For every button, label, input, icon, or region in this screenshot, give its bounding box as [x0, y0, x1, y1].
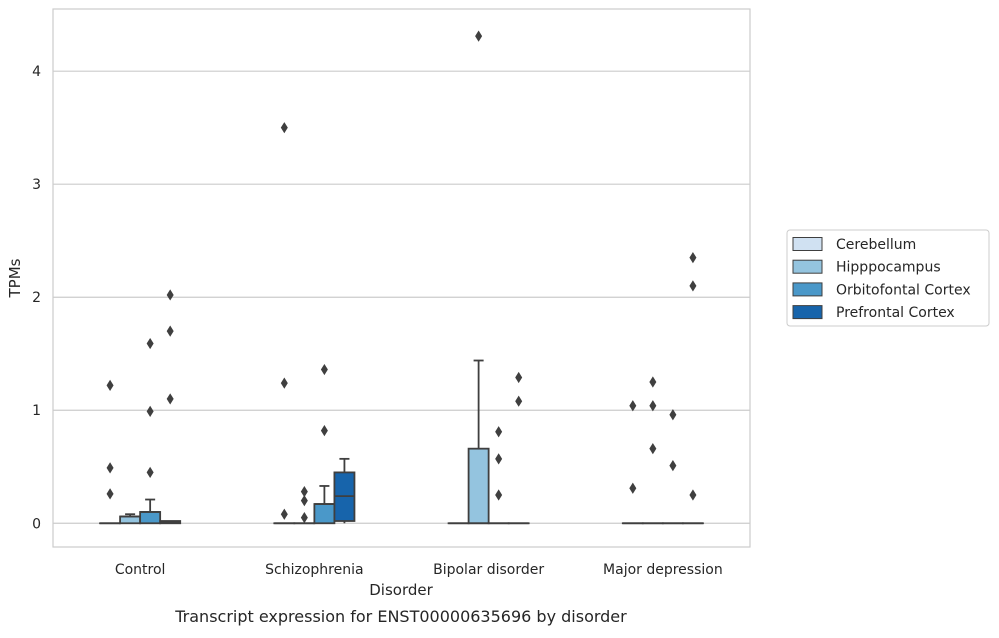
- legend: Cerebellum Hipppocampus Orbitofontal Corte…: [787, 230, 989, 326]
- outlier-point: [301, 513, 307, 523]
- y-tick-label: 1: [32, 403, 41, 419]
- box-iqr: [469, 449, 489, 524]
- legend-label: Orbitofontal Cortex: [836, 282, 971, 298]
- y-tick-label: 4: [32, 64, 41, 80]
- outlier-point: [690, 253, 696, 263]
- outlier-point: [147, 406, 153, 416]
- legend-swatch: [793, 283, 822, 296]
- outlier-point: [321, 426, 327, 436]
- x-tick-label: Major depression: [603, 562, 723, 578]
- legend-swatch: [793, 260, 822, 273]
- outlier-layer: [107, 31, 696, 523]
- outlier-point: [670, 410, 676, 420]
- outlier-point: [107, 463, 113, 473]
- outlier-point: [516, 396, 522, 406]
- outlier-point: [516, 372, 522, 382]
- outlier-point: [167, 394, 173, 404]
- outlier-point: [281, 378, 287, 388]
- y-tick-labels: 0 1 2 3 4: [32, 64, 41, 532]
- plot-frame: [53, 9, 750, 547]
- grid-layer: [53, 71, 750, 523]
- outlier-point: [107, 380, 113, 390]
- outlier-point: [107, 489, 113, 499]
- legend-label: Hipppocampus: [836, 260, 941, 276]
- legend-swatch: [793, 306, 822, 319]
- outlier-point: [475, 31, 481, 41]
- box-iqr: [120, 516, 140, 523]
- outlier-point: [630, 401, 636, 411]
- x-tick-label: Schizophrenia: [265, 562, 363, 578]
- legend-label: Cerebellum: [836, 237, 916, 253]
- outlier-point: [650, 377, 656, 387]
- outlier-point: [167, 326, 173, 336]
- outlier-point: [495, 427, 501, 437]
- box-plot: [469, 361, 489, 524]
- y-tick-label: 0: [32, 516, 41, 532]
- box-iqr: [140, 512, 160, 523]
- outlier-point: [147, 467, 153, 477]
- outlier-point: [167, 290, 173, 300]
- box-iqr: [314, 504, 334, 523]
- outlier-point: [321, 365, 327, 375]
- legend-swatch: [793, 238, 822, 251]
- box-plot: [314, 486, 334, 523]
- x-tick-label: Control: [115, 562, 166, 578]
- box-plot: [160, 521, 180, 523]
- outlier-point: [650, 444, 656, 454]
- chart-caption: Transcript expression for ENST0000063569…: [174, 607, 627, 626]
- x-tick-labels: Control Schizophrenia Bipolar disorder Majo…: [115, 562, 723, 578]
- box-layer: [100, 361, 703, 524]
- box-plot: [334, 459, 354, 523]
- outlier-point: [281, 123, 287, 133]
- x-tick-label: Bipolar disorder: [433, 562, 544, 578]
- outlier-point: [650, 401, 656, 411]
- legend-label: Prefrontal Cortex: [836, 305, 955, 321]
- outlier-point: [301, 487, 307, 497]
- outlier-point: [281, 509, 287, 519]
- outlier-point: [690, 281, 696, 291]
- box-plot: [140, 500, 160, 524]
- outlier-point: [495, 490, 501, 500]
- outlier-point: [147, 339, 153, 349]
- outlier-point: [670, 461, 676, 471]
- outlier-point: [630, 483, 636, 493]
- y-tick-label: 2: [32, 290, 41, 306]
- outlier-point: [495, 454, 501, 464]
- box-plot: [120, 514, 140, 523]
- y-axis-title: TPMs: [6, 258, 24, 298]
- y-tick-label: 3: [32, 177, 41, 193]
- x-axis-title: Disorder: [369, 581, 433, 599]
- outlier-point: [690, 490, 696, 500]
